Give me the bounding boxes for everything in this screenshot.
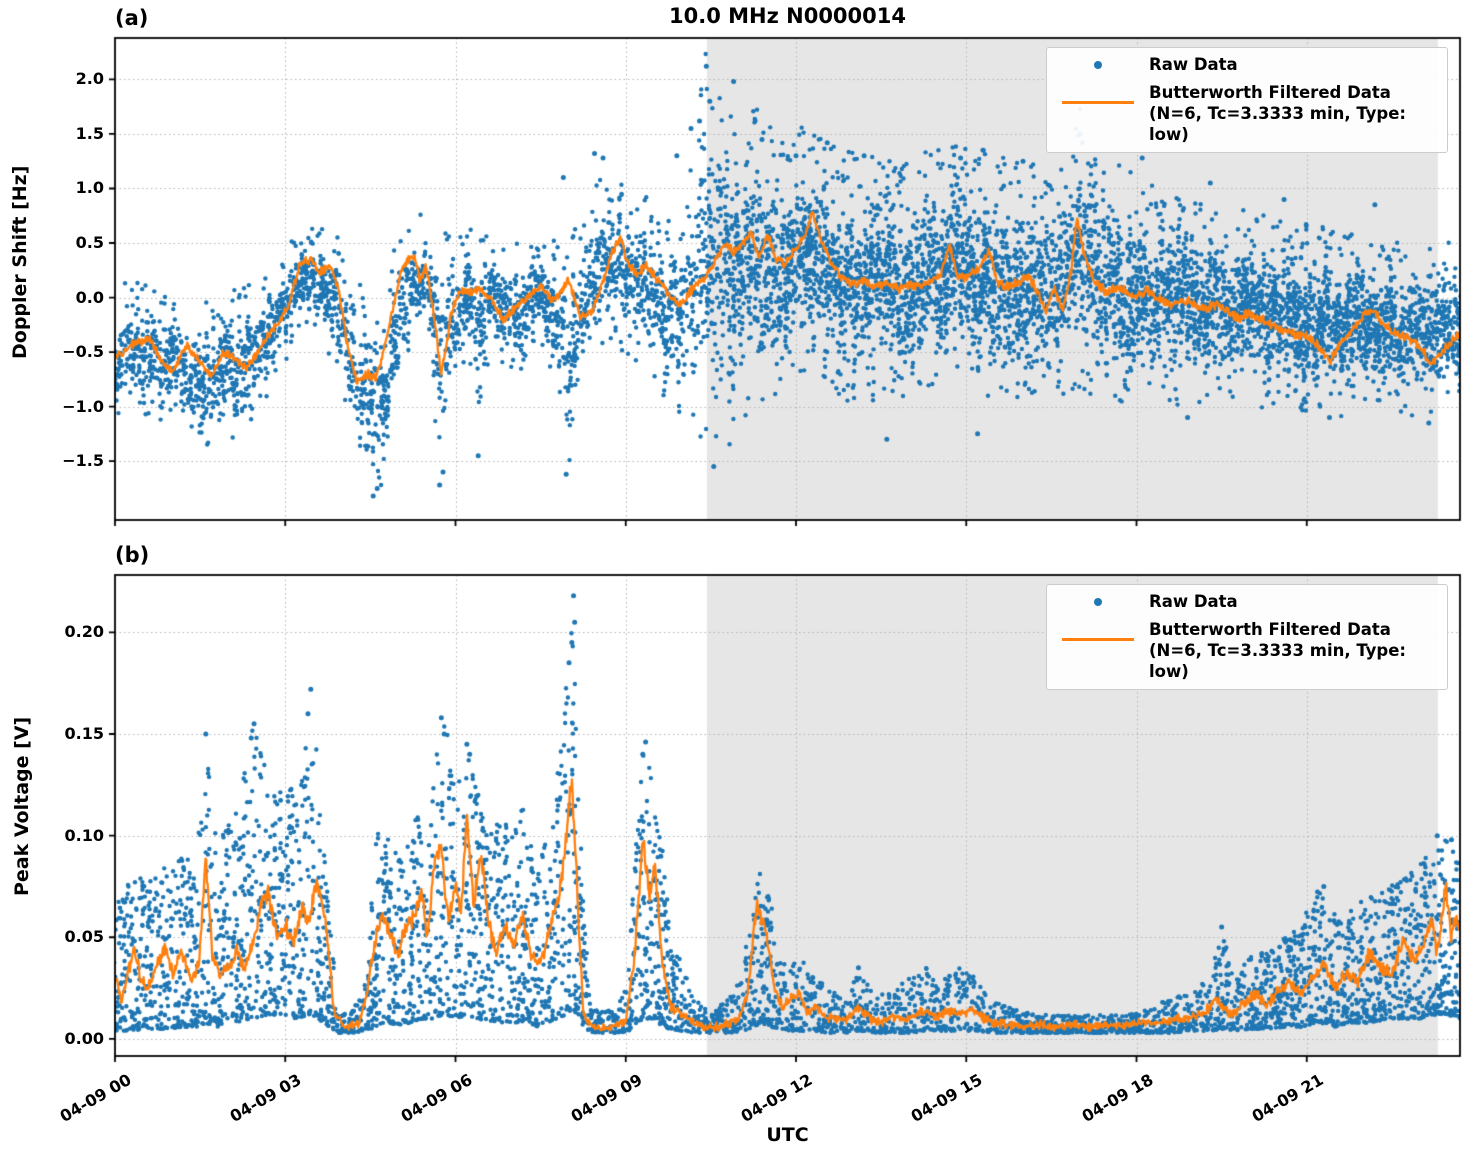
y-tick-label: −1.5 [62,451,104,471]
legend-panel-b: Raw Data Butterworth Filtered Data (N=6,… [1046,584,1448,690]
y-tick-label: 0.10 [64,825,104,845]
y-tick-label: 0.00 [64,1028,104,1048]
y-tick-label: 2.0 [75,69,104,89]
y-tick-label: 1.0 [75,178,104,198]
legend-raw-label: Raw Data [1149,55,1238,74]
x-axis-label-utc: UTC [766,1124,809,1146]
y-tick-label: 0.20 [64,622,104,642]
chart-title: 10.0 MHz N0000014 [669,4,906,28]
raw-data-marker-icon [1094,61,1102,69]
y-axis-label-voltage: Peak Voltage [V] [11,716,33,896]
legend-filtered-label: Butterworth Filtered Data [1149,83,1391,102]
y-tick-label: 1.5 [75,123,104,143]
y-tick-label: 0.5 [75,233,104,252]
y-tick-label: −0.5 [62,342,104,362]
panel-b-tag: (b) [115,543,150,567]
panel-a-tag: (a) [115,6,149,30]
y-axis-label-doppler: Doppler Shift [Hz] [9,165,31,359]
y-tick-label: 0.05 [64,927,104,947]
legend-filtered-label: Butterworth Filtered Data [1149,620,1391,639]
legend-panel-a: Raw Data Butterworth Filtered Data (N=6,… [1046,47,1448,153]
filtered-line-marker-icon [1062,101,1134,104]
legend-filtered-params: (N=6, Tc=3.3333 min, Type: low) [1149,104,1407,144]
filtered-line-marker-icon [1062,638,1134,641]
legend-filtered-params: (N=6, Tc=3.3333 min, Type: low) [1149,641,1407,681]
raw-data-marker-icon [1094,598,1102,606]
legend-raw-label: Raw Data [1149,592,1238,611]
y-tick-label: 0.0 [75,287,104,307]
y-tick-label: −1.0 [62,396,104,416]
y-tick-label: 0.15 [64,723,104,743]
